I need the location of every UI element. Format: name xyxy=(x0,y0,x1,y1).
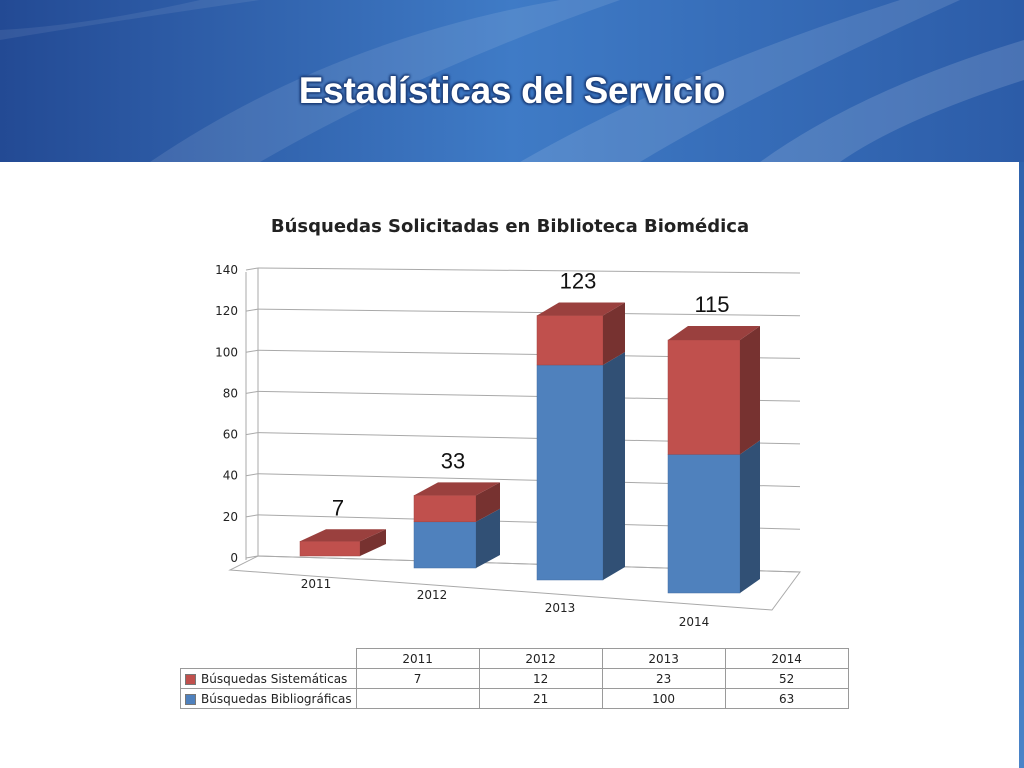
legend-entry-bibliograficas: Búsquedas Bibliográficas xyxy=(180,688,357,709)
x-category-label: 2013 xyxy=(545,601,576,615)
bar-sistematicas-2013 xyxy=(536,315,604,366)
table-row-bibliograficas: Búsquedas Bibliográficas 21 100 63 xyxy=(180,688,849,709)
gridline-side xyxy=(245,308,259,312)
header-banner xyxy=(0,0,1024,162)
chart-title: Búsquedas Solicitadas en Biblioteca Biom… xyxy=(270,216,750,237)
y-tick-label: 60 xyxy=(223,428,238,442)
total-label-2013: 123 xyxy=(560,269,597,294)
bar-chart: 0 20 40 60 80 100 120 140 7 33 123 115 2011 2012 2013 2… xyxy=(215,263,801,629)
table-cell: 21 xyxy=(478,688,603,709)
table-cell: 52 xyxy=(724,668,849,689)
table-header-cell: 2011 xyxy=(355,648,480,669)
gridline xyxy=(257,267,801,274)
table-cell: 23 xyxy=(601,668,726,689)
bar-sistematicas-2014 xyxy=(667,339,741,455)
data-table: 2011 2012 2013 2014 Búsquedas Sistemátic… xyxy=(180,648,849,709)
table-header-row: 2011 2012 2013 2014 xyxy=(181,648,849,669)
x-category-label: 2012 xyxy=(417,588,448,602)
banner-background xyxy=(0,0,1024,162)
table-cell: 63 xyxy=(724,688,849,709)
bar-top-2014 xyxy=(668,326,760,340)
bar-bibliograficas-2012 xyxy=(413,521,477,569)
legend-label: Búsquedas Bibliográficas xyxy=(201,691,352,706)
legend-label: Búsquedas Sistemáticas xyxy=(201,671,348,686)
legend-swatch-red xyxy=(185,673,196,685)
table-cell: 12 xyxy=(478,668,603,689)
gridline-side xyxy=(245,432,259,436)
bar-side-2012-1 xyxy=(476,482,500,522)
gridline-side xyxy=(245,267,259,271)
y-tick-label: 20 xyxy=(223,510,238,524)
table-header-cell: 2012 xyxy=(478,648,603,669)
y-tick-label: 120 xyxy=(215,304,238,318)
table-cell: 100 xyxy=(601,688,726,709)
y-tick-label: 100 xyxy=(215,345,238,359)
legend-entry-sistematicas: Búsquedas Sistemáticas xyxy=(180,668,357,689)
y-tick-label: 80 xyxy=(223,386,238,400)
bar-top-2011 xyxy=(300,529,386,542)
y-tick-label: 140 xyxy=(215,263,238,277)
gridline xyxy=(257,308,801,317)
gridline-side xyxy=(245,514,259,518)
bar-top-2012 xyxy=(414,482,500,496)
slide-title: Estadísticas del Servicio xyxy=(298,70,726,111)
table-cell xyxy=(355,688,480,709)
total-label-2011: 7 xyxy=(332,495,344,520)
bar-top-2013 xyxy=(537,302,625,316)
y-tick-label: 40 xyxy=(223,469,238,483)
gridline-side xyxy=(245,349,259,353)
bar-side-2013-1 xyxy=(603,302,625,365)
bar-side-2011-1 xyxy=(360,529,386,556)
bar-side-2012-0 xyxy=(476,508,500,568)
total-label-2014: 115 xyxy=(694,292,729,317)
bar-side-2014-0 xyxy=(740,440,760,593)
bar-side-2014-1 xyxy=(740,326,760,455)
table-row-sistematicas: Búsquedas Sistemáticas 7 12 23 52 xyxy=(180,668,849,689)
table-header-cell: 2013 xyxy=(601,648,726,669)
bar-bibliograficas-2014 xyxy=(667,454,741,594)
legend-swatch-blue xyxy=(185,693,196,705)
bar-side-2013-0 xyxy=(603,352,625,580)
total-label-2012: 33 xyxy=(441,448,465,473)
slide-edge-decoration xyxy=(1019,162,1024,768)
x-category-label: 2011 xyxy=(301,577,332,591)
table-header-cell: 2014 xyxy=(724,648,849,669)
bar-sistematicas-2012 xyxy=(413,495,477,523)
gridline-side xyxy=(245,473,259,477)
y-tick-label: 0 xyxy=(230,551,238,565)
table-corner-cell xyxy=(181,649,357,669)
x-category-label: 2014 xyxy=(679,615,710,629)
bar-bibliograficas-2013 xyxy=(536,364,604,581)
gridline-side xyxy=(245,390,259,394)
gridline-side xyxy=(245,555,259,559)
bar-sistematicas-2011 xyxy=(299,541,361,557)
table-cell: 7 xyxy=(355,668,480,689)
